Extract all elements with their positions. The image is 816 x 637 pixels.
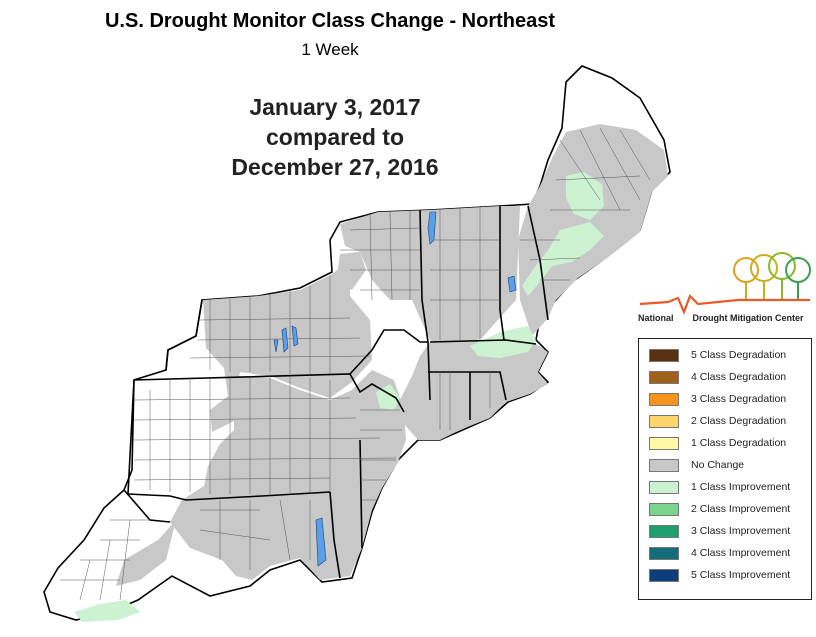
legend-item: No Change: [649, 457, 744, 473]
legend-label: 1 Class Degradation: [691, 437, 787, 449]
legend-item: 3 Class Degradation: [649, 391, 786, 407]
legend-label: 3 Class Improvement: [691, 525, 791, 537]
ndmc-org-name: National Drought Mitigation Center: [638, 313, 816, 323]
date-line-current: January 3, 2017: [249, 94, 421, 120]
legend-swatch: [649, 568, 679, 582]
legend-label: 2 Class Improvement: [691, 503, 791, 515]
legend-item: 5 Class Degradation: [649, 347, 786, 363]
legend-swatch: [649, 392, 679, 406]
ndmc-org-left: National: [638, 313, 674, 323]
tree-icon: [733, 252, 811, 300]
legend-swatch: [649, 546, 679, 560]
legend-swatch: [649, 436, 679, 450]
legend-label: 4 Class Improvement: [691, 547, 791, 559]
legend-swatch: [649, 348, 679, 362]
legend-label: 4 Class Degradation: [691, 371, 787, 383]
drought-line-icon: [639, 294, 810, 315]
legend-label: 1 Class Improvement: [691, 481, 791, 493]
legend-item: 2 Class Degradation: [649, 413, 786, 429]
legend-swatch: [649, 480, 679, 494]
legend: 5 Class Degradation 4 Class Degradation …: [638, 338, 812, 600]
date-line-previous: December 27, 2016: [231, 154, 439, 180]
legend-item: 2 Class Improvement: [649, 501, 790, 517]
legend-item: 3 Class Improvement: [649, 523, 790, 539]
legend-swatch: [649, 524, 679, 538]
legend-label: 5 Class Degradation: [691, 349, 787, 361]
legend-swatch: [649, 458, 679, 472]
date-line-compared: compared to: [265, 124, 405, 150]
date-comparison: January 3, 2017 compared to December 27,…: [185, 92, 485, 182]
legend-label: 5 Class Improvement: [691, 569, 791, 581]
legend-item: 1 Class Improvement: [649, 479, 790, 495]
legend-item: 4 Class Degradation: [649, 369, 786, 385]
water-features: [273, 211, 517, 567]
legend-item: 5 Class Improvement: [649, 567, 790, 583]
ndmc-org-right: Drought Mitigation Center: [692, 313, 804, 323]
legend-swatch: [649, 370, 679, 384]
county-lines: [60, 127, 651, 601]
map-title: U.S. Drought Monitor Class Change - Nort…: [104, 10, 556, 32]
legend-item: 1 Class Degradation: [649, 435, 786, 451]
legend-label: 2 Class Degradation: [691, 415, 787, 427]
map-subtitle: 1 Week: [301, 40, 359, 59]
legend-swatch: [649, 414, 679, 428]
legend-label: 3 Class Degradation: [691, 393, 787, 405]
legend-swatch: [649, 502, 679, 516]
ndmc-logo: [639, 252, 811, 315]
legend-item: 4 Class Improvement: [649, 545, 790, 561]
legend-label: No Change: [691, 459, 745, 471]
